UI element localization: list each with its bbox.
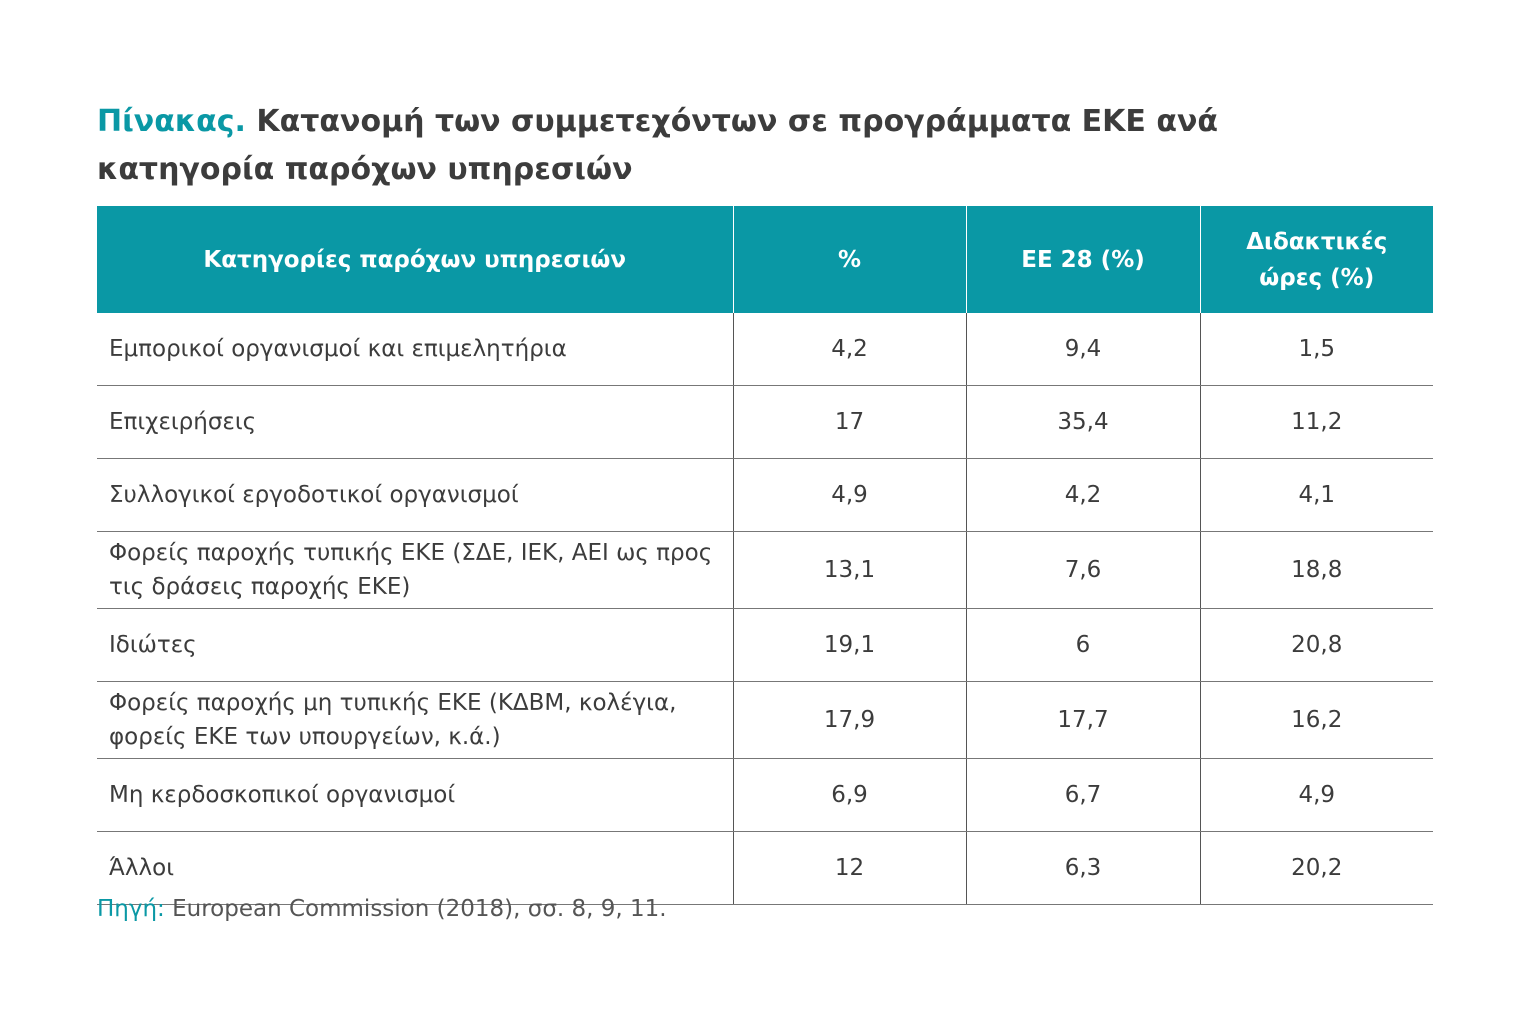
cell: 12 bbox=[732, 831, 966, 905]
cell: 17 bbox=[732, 385, 966, 459]
cell: 6,9 bbox=[732, 758, 966, 832]
column-header: Κατηγορίες παρόχων υπηρεσιών bbox=[97, 206, 733, 313]
cell: 18,8 bbox=[1199, 531, 1433, 609]
cell: 4,1 bbox=[1199, 458, 1433, 532]
table-row: Άλλοι 12 6,3 20,2 bbox=[97, 831, 1433, 905]
cell: 20,2 bbox=[1199, 831, 1433, 905]
cell: 11,2 bbox=[1199, 385, 1433, 459]
cell: 4,9 bbox=[1199, 758, 1433, 832]
table-row: Φορείς παροχής μη τυπικής ΕΚΕ (ΚΔΒΜ, κολ… bbox=[97, 681, 1433, 759]
cell: 1,5 bbox=[1199, 313, 1433, 386]
row-label: Φορείς παροχής μη τυπικής ΕΚΕ (ΚΔΒΜ, κολ… bbox=[97, 681, 733, 759]
table-row: Εμπορικοί οργανισμοί και επιμελητήρια 4,2… bbox=[97, 313, 1433, 386]
cell: 4,2 bbox=[732, 313, 966, 386]
cell: 9,4 bbox=[965, 313, 1200, 386]
cell: 6,3 bbox=[965, 831, 1200, 905]
cell: 17,7 bbox=[965, 681, 1200, 759]
cell: 16,2 bbox=[1199, 681, 1433, 759]
source-text: European Commission (2018), σσ. 8, 9, 11… bbox=[172, 896, 667, 922]
title-text: Κατανομή των συμμετεχόντων σε προγράμματ… bbox=[97, 104, 1218, 187]
row-label: Επιχειρήσεις bbox=[97, 385, 733, 459]
row-label: Εμπορικοί οργανισμοί και επιμελητήρια bbox=[97, 313, 733, 386]
title: Πίνακας. Κατανομή των συμμετεχόντων σε π… bbox=[97, 98, 1397, 194]
table-row: Ιδιώτες 19,1 6 20,8 bbox=[97, 608, 1433, 682]
table-row: Μη κερδοσκοπικοί οργανισμοί 6,9 6,7 4,9 bbox=[97, 758, 1433, 832]
cell: 17,9 bbox=[732, 681, 966, 759]
table-row: Συλλογικοί εργοδοτικοί οργανισμοί 4,9 4,2 4… bbox=[97, 458, 1433, 532]
title-label: Πίνακας. bbox=[97, 104, 246, 139]
cell: 19,1 bbox=[732, 608, 966, 682]
cell: 6 bbox=[965, 608, 1200, 682]
column-header: ΕΕ 28 (%) bbox=[965, 206, 1200, 313]
table: Κατηγορίες παρόχων υπηρεσιών% ΕΕ 28 (%) Δι… bbox=[97, 206, 1433, 905]
table-row: Φορείς παροχής τυπικής ΕΚΕ (ΣΔΕ, ΙΕΚ, ΑΕ… bbox=[97, 531, 1433, 609]
column-header: Διδακτικές ώρες (%) bbox=[1199, 206, 1433, 313]
row-label: Φορείς παροχής τυπικής ΕΚΕ (ΣΔΕ, ΙΕΚ, ΑΕ… bbox=[97, 531, 733, 609]
cell: 13,1 bbox=[732, 531, 966, 609]
cell: 4,2 bbox=[965, 458, 1200, 532]
table-body: Εμπορικοί οργανισμοί και επιμελητήρια 4,2… bbox=[97, 313, 1433, 905]
cell: 7,6 bbox=[965, 531, 1200, 609]
row-label: Μη κερδοσκοπικοί οργανισμοί bbox=[97, 758, 733, 832]
cell: 6,7 bbox=[965, 758, 1200, 832]
row-label: Ιδιώτες bbox=[97, 608, 733, 682]
source: Πηγή: European Commission (2018), σσ. 8,… bbox=[97, 896, 667, 922]
cell: 35,4 bbox=[965, 385, 1200, 459]
cell: 4,9 bbox=[732, 458, 966, 532]
row-label: Άλλοι bbox=[97, 831, 733, 905]
source-label: Πηγή: bbox=[97, 896, 165, 922]
table-row: Επιχειρήσεις 17 35,4 11,2 bbox=[97, 385, 1433, 459]
row-label: Συλλογικοί εργοδοτικοί οργανισμοί bbox=[97, 458, 733, 532]
column-header: % bbox=[732, 206, 966, 313]
cell: 20,8 bbox=[1199, 608, 1433, 682]
header-row: Κατηγορίες παρόχων υπηρεσιών% ΕΕ 28 (%) Δι… bbox=[97, 206, 1433, 313]
